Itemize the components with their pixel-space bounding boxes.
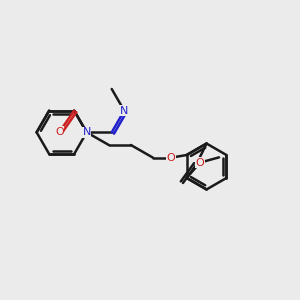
Text: O: O (167, 153, 176, 163)
Text: N: N (120, 106, 128, 116)
Text: O: O (196, 158, 204, 168)
Text: N: N (82, 127, 91, 137)
Text: O: O (55, 127, 64, 137)
